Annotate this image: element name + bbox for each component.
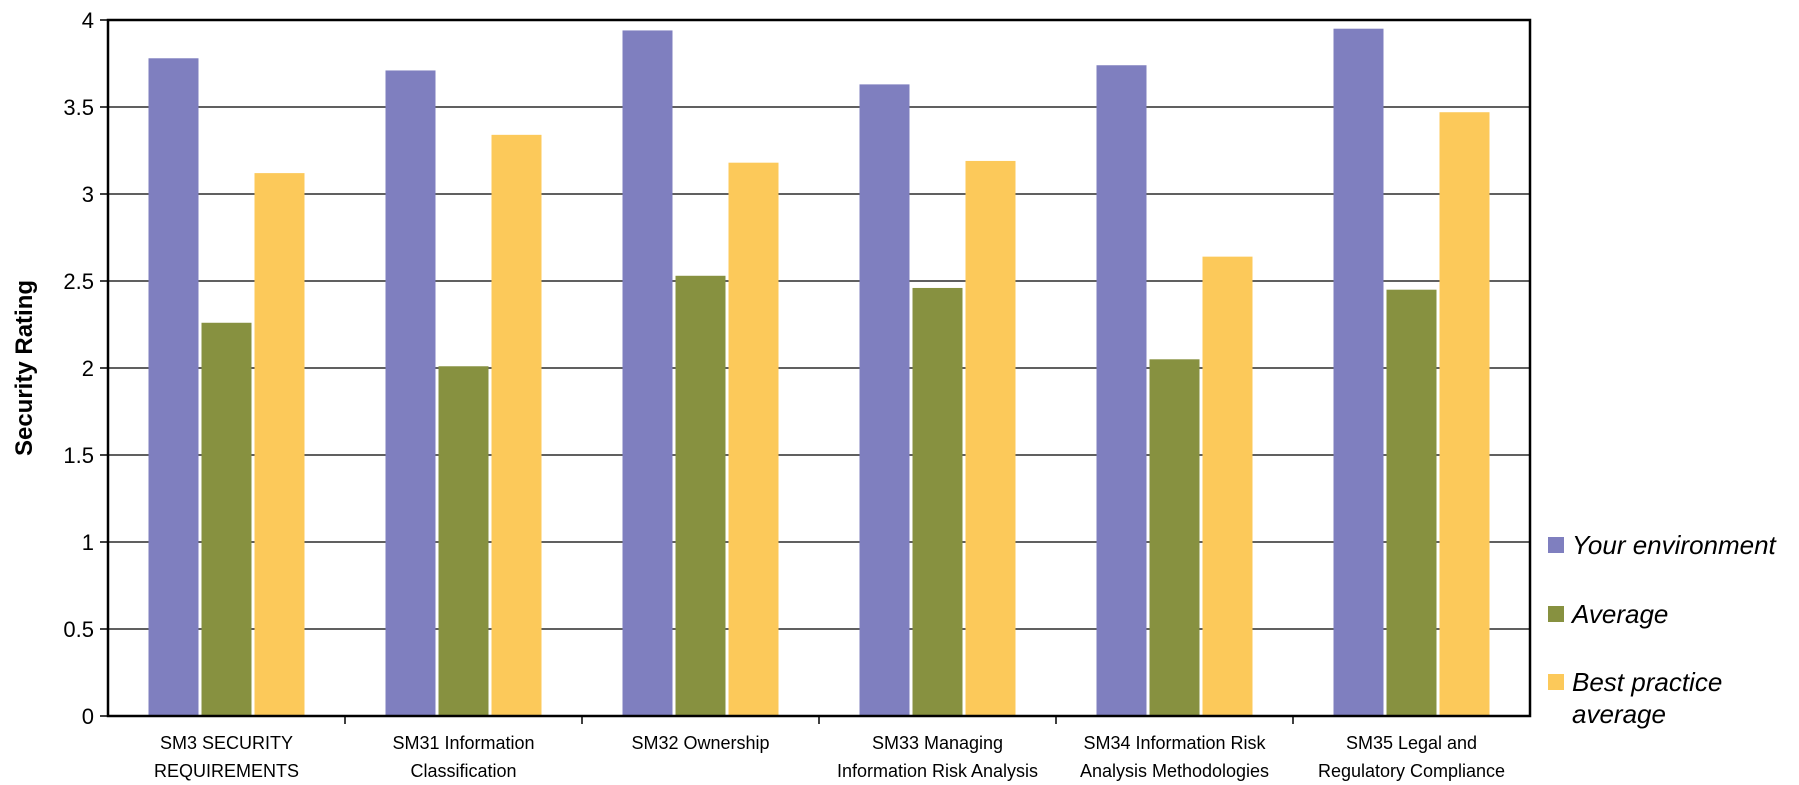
x-category-label: SM32 Ownership — [631, 733, 769, 753]
bar-average — [1386, 289, 1437, 716]
y-tick-label: 1 — [82, 530, 94, 555]
bar-your-environment — [1333, 28, 1384, 716]
bar-your-environment — [385, 70, 436, 716]
y-axis-ticks: 0 0.5 1 1.5 2 2.5 3 3.5 4 — [63, 8, 108, 729]
x-category-label: SM34 Information Risk — [1083, 733, 1266, 753]
y-tick-label: 1.5 — [63, 443, 94, 468]
bar-your-environment — [1096, 65, 1147, 717]
bar-best-practice-average — [254, 173, 305, 716]
x-category-label: Classification — [410, 761, 516, 781]
legend-label: average — [1572, 699, 1666, 729]
bar-best-practice-average — [965, 160, 1016, 716]
legend-label: Average — [1570, 599, 1668, 629]
y-tick-label: 3.5 — [63, 95, 94, 120]
x-category-label: SM33 Managing — [872, 733, 1003, 753]
grid-lines — [108, 19, 1530, 717]
y-tick-label: 2 — [82, 356, 94, 381]
bar-best-practice-average — [491, 134, 542, 717]
y-tick-label: 3 — [82, 182, 94, 207]
y-tick-label: 0 — [82, 704, 94, 729]
bar-best-practice-average — [1202, 256, 1253, 716]
legend-label: Best practice — [1572, 667, 1722, 697]
y-axis-label: Security Rating — [11, 280, 38, 456]
x-category-label: SM31 Information — [392, 733, 534, 753]
legend: Your environment Average Best practiceaver… — [1548, 530, 1778, 729]
legend-label: Your environment — [1572, 530, 1778, 560]
bar-best-practice-average — [1439, 112, 1490, 717]
bar-average — [912, 287, 963, 716]
bar-your-environment — [622, 30, 673, 716]
x-category-label: SM3 SECURITY — [160, 733, 293, 753]
x-category-label: REQUIREMENTS — [154, 761, 299, 781]
x-category-label: Analysis Methodologies — [1080, 761, 1269, 781]
x-category-label: SM35 Legal and — [1346, 733, 1477, 753]
bar-average — [438, 366, 489, 716]
x-category-label: Information Risk Analysis — [837, 761, 1038, 781]
bar-your-environment — [148, 58, 199, 716]
y-tick-label: 0.5 — [63, 617, 94, 642]
y-tick-label: 4 — [82, 8, 94, 33]
bar-best-practice-average — [728, 162, 779, 716]
bars — [148, 28, 1490, 717]
bar-your-environment — [859, 84, 910, 716]
x-category-label: Regulatory Compliance — [1318, 761, 1505, 781]
x-axis-labels: SM3 SECURITY REQUIREMENTS SM31 Information… — [154, 716, 1505, 781]
legend-swatch — [1548, 537, 1564, 553]
bar-average — [201, 322, 252, 716]
legend-swatch — [1548, 606, 1564, 622]
y-tick-label: 2.5 — [63, 269, 94, 294]
bar-average — [675, 275, 726, 716]
bar-average — [1149, 359, 1200, 716]
legend-swatch — [1548, 674, 1564, 690]
